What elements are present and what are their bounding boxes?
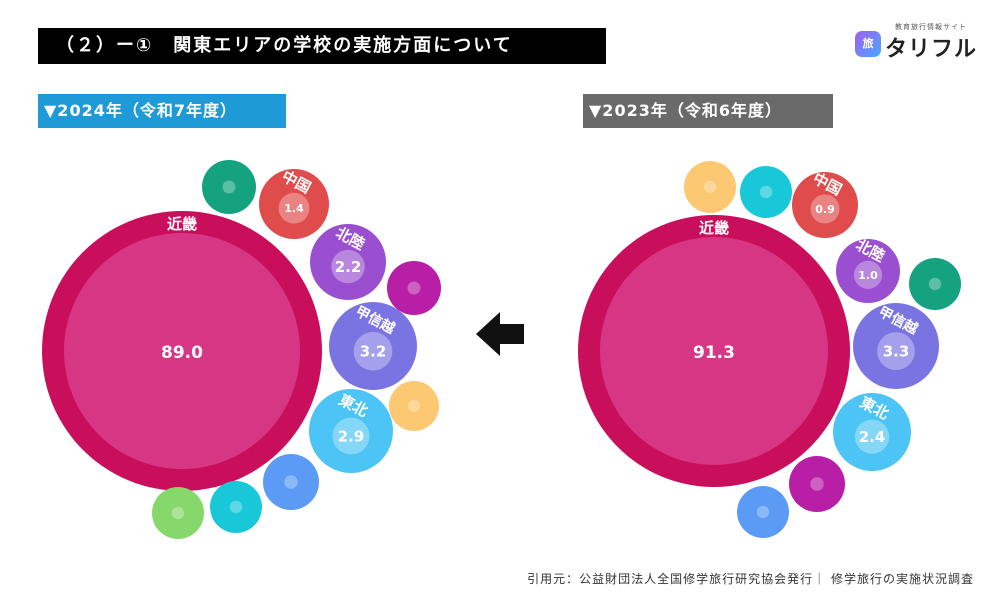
- bubble-value-bg: [854, 419, 890, 454]
- bubble-dot: [284, 475, 298, 489]
- bubble-circle: [789, 456, 845, 512]
- bubble-other: [263, 454, 319, 510]
- bubble-dot: [408, 400, 420, 412]
- bubble-dot: [171, 506, 185, 520]
- bubble-value-label: 1.0: [858, 269, 878, 282]
- bubble-other: [684, 161, 736, 213]
- bubble-other: [202, 160, 256, 214]
- bubble-value-bg: [877, 332, 915, 371]
- bubble-region: 東北2.9: [309, 389, 393, 473]
- bubble-region-label: 近畿: [167, 215, 197, 233]
- bubble-dot: [759, 185, 773, 199]
- bubble-circle: [210, 481, 262, 533]
- bubble-dot: [222, 180, 236, 194]
- bubble-value-bg: [810, 194, 840, 224]
- bubble-inner: [64, 233, 300, 469]
- bubble-value-label: 2.2: [335, 258, 362, 276]
- bubble-value-label: 91.3: [693, 343, 735, 363]
- bubble-circle: [833, 393, 911, 471]
- bubble-circle: [737, 486, 789, 538]
- chart-title-2023: ▼2023年（令和6年度）: [583, 94, 833, 128]
- bubble-region: 東北2.4: [833, 393, 911, 471]
- bubble-other: [389, 381, 439, 431]
- logo-badge-icon: 旅: [855, 31, 881, 57]
- bubble-value-label: 2.4: [859, 428, 886, 446]
- bubble-region-label: 近畿: [699, 219, 729, 237]
- bubble-region: 中国1.4: [259, 167, 329, 239]
- bubble-dot: [407, 281, 421, 295]
- bubble-circle: [792, 172, 858, 238]
- bubble-other: [210, 481, 262, 533]
- bubble-circle: [387, 261, 441, 315]
- bubble-dot: [703, 180, 717, 194]
- bubble-other: [909, 258, 961, 310]
- source-citation: 引用元：公益財団法人全国修学旅行研究協会発行｜ 修学旅行の実施状況調査: [527, 572, 974, 586]
- bubble-value-label: 0.9: [815, 203, 835, 216]
- bubble-circle: [836, 239, 900, 303]
- bubble-circle: [740, 166, 792, 218]
- page-title: （２）ー① 関東エリアの学校の実施方面について: [38, 28, 606, 64]
- bubble-value-label: 3.3: [883, 343, 910, 361]
- bubble-region: 近畿 89.0: [42, 211, 322, 491]
- bubble-circle: [389, 381, 439, 431]
- bubble-value-label: 89.0: [161, 343, 203, 363]
- bubble-value-bg: [332, 417, 370, 455]
- bubble-inner: [600, 237, 828, 465]
- bubble-value-bg: [331, 249, 365, 284]
- bubble-other: [152, 487, 204, 539]
- bubble-circle: [329, 302, 417, 390]
- bubble-circle: [152, 487, 204, 539]
- bubble-value-label: 1.4: [284, 202, 304, 215]
- logo-tagline: 教育旅行情報サイト: [895, 23, 967, 31]
- bubble-dot: [756, 505, 770, 519]
- bubble-region: 中国0.9: [792, 169, 858, 238]
- bubble-dot: [928, 277, 942, 291]
- chart-title-2024: ▼2024年（令和7年度）: [38, 94, 286, 128]
- bubble-value-label: 2.9: [338, 427, 365, 445]
- bubble-region: 北陸2.2: [310, 224, 386, 300]
- bubble-circle: [909, 258, 961, 310]
- bubble-value-bg: [353, 331, 393, 371]
- bubble-value-label: 3.2: [360, 343, 387, 361]
- bubble-circle: [684, 161, 736, 213]
- bubble-other: [789, 456, 845, 512]
- bubble-dot: [229, 500, 243, 514]
- bubble-circle: [853, 303, 939, 389]
- bubble-region: 北陸1.0: [836, 236, 900, 303]
- bubble-circle: [309, 389, 393, 473]
- bubble-value-bg: [853, 260, 883, 289]
- bubble-dot: [810, 477, 824, 491]
- bubble-circle: [263, 454, 319, 510]
- logo: 教育旅行情報サイト 旅 タリフル: [855, 22, 980, 70]
- bubble-other: [740, 166, 792, 218]
- bubble-region: 近畿 91.3: [578, 215, 850, 487]
- bubble-other: [387, 261, 441, 315]
- bubble-value-bg: [278, 192, 310, 224]
- logo-name: タリフル: [885, 37, 978, 62]
- bubble-circle: [202, 160, 256, 214]
- bubble-circle: [310, 224, 386, 300]
- bubble-other: [737, 486, 789, 538]
- arrow-left-icon: [476, 312, 524, 356]
- bubble-circle: [259, 169, 329, 239]
